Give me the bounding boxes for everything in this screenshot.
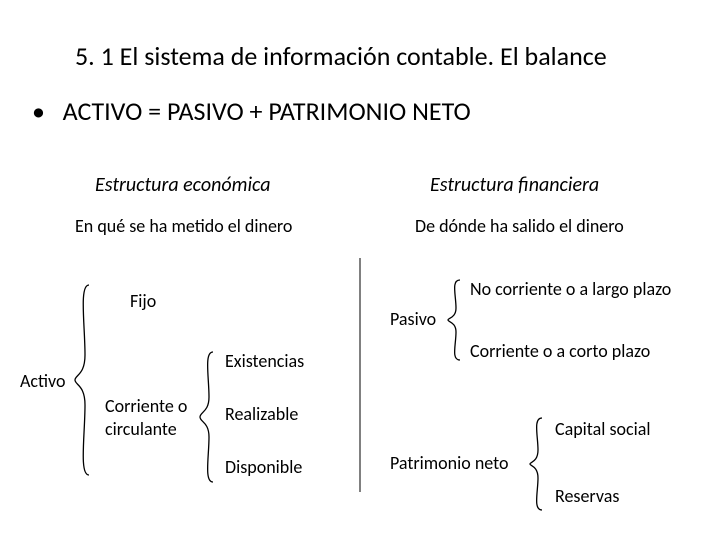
activo-label: Activo [20,370,66,392]
brace-activo [75,285,95,475]
corriente-line1: Corriente o [105,395,187,417]
existencias-label: Existencias [225,350,304,372]
vertical-divider [0,0,720,540]
brace-pasivo [448,280,464,360]
disponible-label: Disponible [225,456,302,478]
corriente-corto-label: Corriente o a corto plazo [470,340,650,362]
brace-corriente [200,352,218,482]
pasivo-label: Pasivo [390,308,436,330]
capital-social-label: Capital social [555,418,650,440]
no-corriente-label: No corriente o a largo plazo [470,278,671,300]
realizable-label: Realizable [225,403,298,425]
fijo-label: Fijo [130,290,156,312]
brace-patrimonio [530,418,546,510]
corriente-line2: circulante [105,418,177,440]
reservas-label: Reservas [555,485,619,507]
slide-root: 5. 1 El sistema de información contable.… [0,0,720,540]
patrimonio-neto-label: Patrimonio neto [390,452,509,474]
